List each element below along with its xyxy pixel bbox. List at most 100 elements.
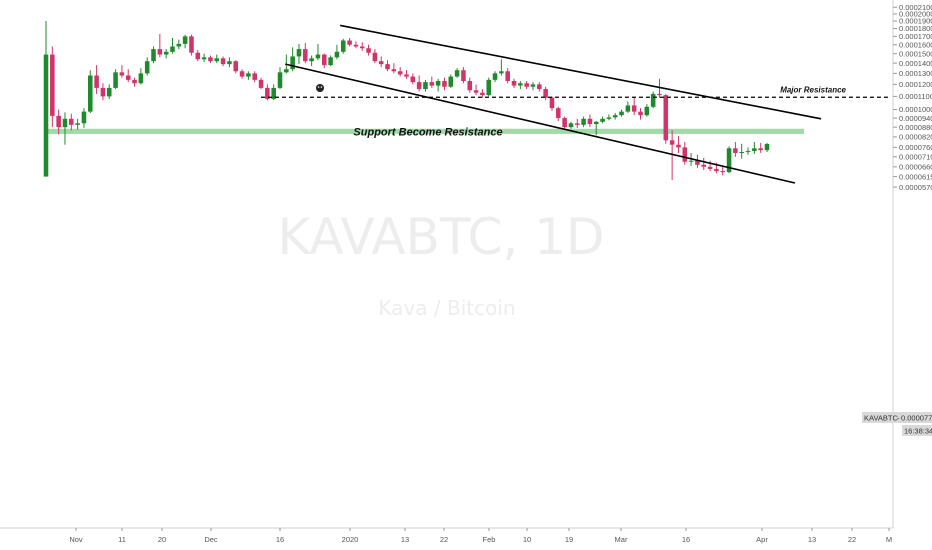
candle-body bbox=[170, 46, 175, 52]
candle-body bbox=[707, 166, 713, 169]
candle bbox=[511, 78, 517, 88]
candle-body bbox=[214, 58, 220, 62]
candle-body bbox=[657, 93, 662, 96]
channel-lower-line bbox=[285, 63, 796, 184]
candle-body bbox=[220, 58, 226, 65]
smiley-icon bbox=[316, 84, 324, 92]
candle bbox=[265, 84, 270, 101]
candle bbox=[549, 96, 555, 111]
time-tick-label: 22 bbox=[848, 535, 856, 544]
candle-body bbox=[163, 51, 169, 55]
candle bbox=[176, 39, 182, 50]
candle bbox=[448, 74, 454, 88]
candle-body bbox=[69, 118, 74, 125]
candle bbox=[94, 65, 99, 94]
candle-body bbox=[720, 171, 726, 173]
candle-body bbox=[764, 143, 770, 151]
candle-body bbox=[290, 56, 295, 70]
candle bbox=[663, 93, 669, 144]
candle bbox=[100, 83, 106, 101]
candle-body bbox=[745, 151, 751, 153]
candle bbox=[309, 55, 314, 67]
time-tick-label: 22 bbox=[440, 535, 448, 544]
candle-body bbox=[144, 61, 150, 74]
candle bbox=[745, 147, 751, 155]
price-tick-label: 0.00017000 bbox=[899, 32, 932, 41]
candle bbox=[391, 63, 397, 74]
candle bbox=[650, 91, 656, 109]
badge-symbol: KAVABTC bbox=[864, 414, 898, 423]
candle bbox=[397, 67, 403, 77]
candle bbox=[568, 121, 574, 129]
candle-body bbox=[505, 71, 510, 82]
candle-body bbox=[650, 93, 656, 107]
candle-body bbox=[492, 73, 498, 80]
candle-body bbox=[271, 87, 276, 99]
candle bbox=[619, 109, 624, 117]
candle-body bbox=[315, 54, 321, 59]
candle bbox=[461, 67, 466, 84]
candle bbox=[334, 44, 340, 60]
candle-body bbox=[524, 83, 529, 87]
candle-body bbox=[631, 105, 637, 112]
badge-countdown: 16:38:34 bbox=[904, 427, 932, 436]
candle bbox=[644, 104, 650, 117]
time-tick-label: 13 bbox=[401, 535, 409, 544]
candle bbox=[638, 108, 643, 120]
candle bbox=[480, 89, 485, 98]
candle bbox=[246, 71, 251, 80]
candle bbox=[359, 42, 365, 51]
candle-body bbox=[739, 151, 744, 153]
price-tick-label: 0.00007100 bbox=[899, 152, 932, 161]
candle-body bbox=[385, 64, 390, 70]
price-tick-label: 0.00008200 bbox=[899, 133, 932, 142]
candle-body bbox=[701, 164, 707, 167]
candle-body bbox=[303, 49, 308, 62]
candle bbox=[467, 77, 473, 93]
price-axis[interactable]: 0.00005700 0.000061500.00006600 0.00007100… bbox=[893, 3, 932, 192]
candle-body bbox=[132, 79, 137, 84]
candle bbox=[163, 49, 169, 59]
time-tick-label: 20 bbox=[158, 535, 166, 544]
candle bbox=[726, 146, 732, 174]
time-axis[interactable]: Nov 11 20 Dec 16 2020 13 22 Feb 10 19 Mar 16 Apr 13 22 M bbox=[69, 528, 892, 544]
candle-body bbox=[435, 81, 441, 86]
candle-body bbox=[189, 36, 194, 53]
candle bbox=[113, 69, 118, 90]
candle-body bbox=[372, 52, 378, 62]
candle-body bbox=[100, 87, 106, 97]
candle bbox=[739, 143, 744, 159]
candle-body bbox=[138, 73, 144, 84]
candle-body bbox=[94, 75, 99, 88]
candle-body bbox=[227, 61, 232, 65]
candle-body bbox=[644, 106, 650, 116]
candle-body bbox=[176, 43, 182, 47]
candle bbox=[404, 70, 409, 79]
candle bbox=[75, 118, 80, 130]
candle bbox=[315, 43, 321, 61]
candle bbox=[372, 49, 378, 64]
candles-group bbox=[43, 21, 770, 180]
candle-body bbox=[56, 115, 61, 128]
candle bbox=[347, 38, 352, 47]
candle-body bbox=[296, 49, 302, 57]
candle bbox=[682, 142, 688, 165]
candle-body bbox=[568, 123, 574, 128]
candle bbox=[562, 116, 567, 130]
candle bbox=[543, 86, 548, 101]
candle bbox=[600, 116, 605, 124]
candle-body bbox=[758, 148, 763, 151]
candle bbox=[50, 46, 55, 128]
candle bbox=[385, 60, 390, 72]
time-tick-label: 19 bbox=[565, 535, 573, 544]
candle bbox=[606, 114, 612, 121]
candle-body bbox=[530, 84, 536, 87]
candle-body bbox=[448, 76, 454, 87]
candle-body bbox=[347, 40, 352, 45]
price-tick-label: 0.00008800 bbox=[899, 123, 932, 132]
candle-body bbox=[726, 148, 732, 173]
candle bbox=[170, 38, 175, 54]
time-tick-label: 16 bbox=[682, 535, 690, 544]
candle bbox=[612, 113, 618, 120]
candle-body bbox=[246, 73, 251, 77]
